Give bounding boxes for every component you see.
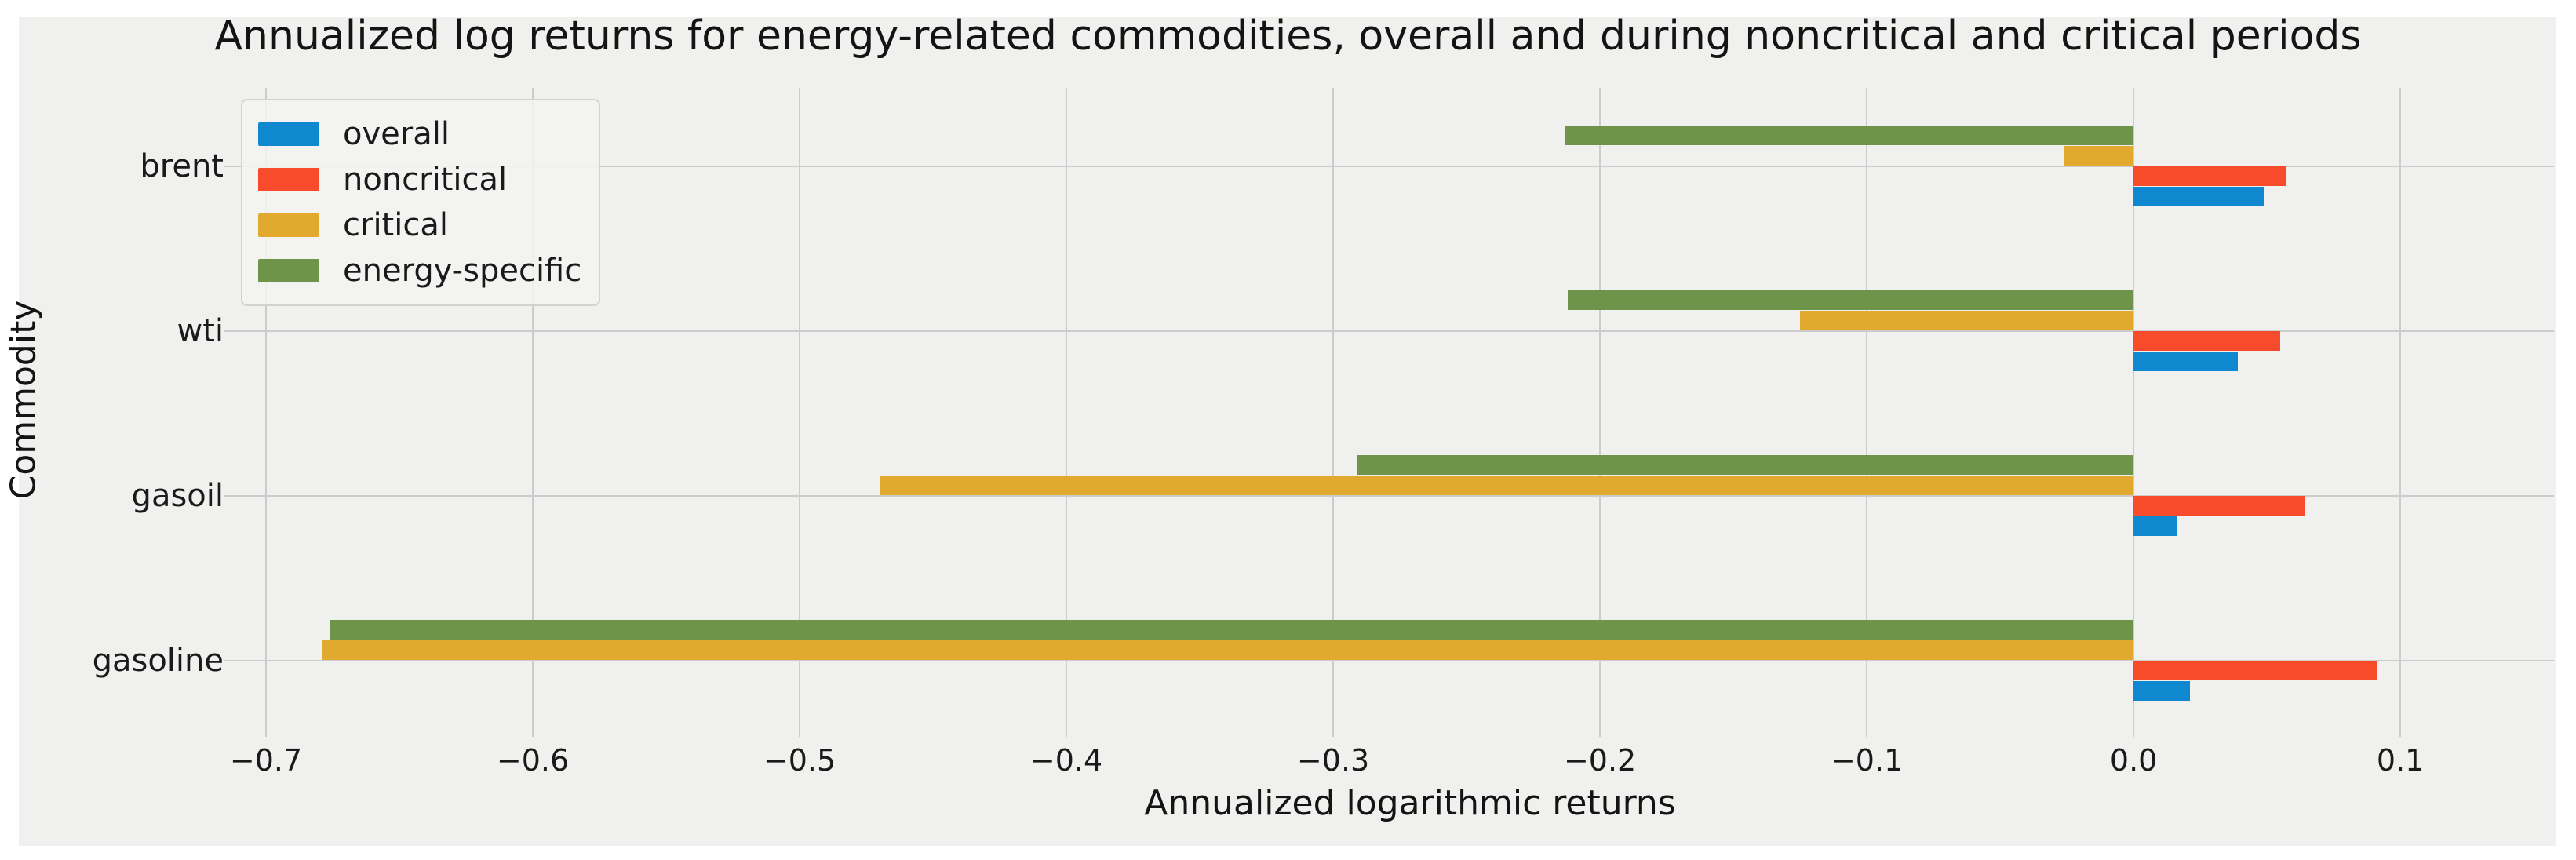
y-gridline xyxy=(224,330,2554,332)
bar-critical-gasoline xyxy=(322,640,2134,660)
y-axis-label: Commodity xyxy=(3,300,44,500)
legend-box: overall noncritical critical energy-specifi… xyxy=(241,99,600,306)
y-gridline xyxy=(224,660,2554,661)
bar-energy-specific-wti xyxy=(1568,290,2134,310)
legend-item-critical: critical xyxy=(258,202,583,248)
x-tick-label: −0.1 xyxy=(1830,743,1904,778)
x-gridline xyxy=(1066,88,1068,737)
x-gridline xyxy=(2133,88,2135,737)
x-gridline xyxy=(1866,88,1868,737)
x-gridline xyxy=(799,88,801,737)
legend-label: energy-specific xyxy=(343,253,582,289)
bar-energy-specific-brent xyxy=(1565,126,2134,145)
y-tick-label: wti xyxy=(177,313,224,349)
bar-critical-brent xyxy=(2064,146,2134,166)
bar-energy-specific-gasoline xyxy=(330,620,2134,640)
x-gridline xyxy=(532,88,534,737)
legend-label: critical xyxy=(343,207,448,243)
x-tick-label: −0.3 xyxy=(1296,743,1370,778)
x-tick-label: −0.4 xyxy=(1029,743,1103,778)
bar-critical-gasoil xyxy=(880,476,2134,495)
x-tick-label: 0.0 xyxy=(2109,743,2158,778)
y-gridline xyxy=(224,166,2554,167)
legend-item-energy-specific: energy-specific xyxy=(258,248,583,293)
y-gridline xyxy=(224,495,2554,497)
bar-overall-brent xyxy=(2133,187,2264,206)
legend-label: noncritical xyxy=(343,162,508,198)
x-axis-label: Annualized logarithmic returns xyxy=(1144,783,1676,823)
bar-overall-wti xyxy=(2133,352,2238,371)
legend-swatch-overall xyxy=(258,122,319,146)
bar-noncritical-gasoil xyxy=(2133,496,2305,516)
x-tick-label: −0.7 xyxy=(229,743,303,778)
bar-overall-gasoline xyxy=(2133,681,2190,701)
x-tick-label: 0.1 xyxy=(2376,743,2425,778)
bar-noncritical-wti xyxy=(2133,331,2281,351)
bar-noncritical-gasoline xyxy=(2133,661,2377,680)
bar-overall-gasoil xyxy=(2133,516,2177,536)
chart-title: Annualized log returns for energy-relate… xyxy=(214,13,2362,60)
legend-item-overall: overall xyxy=(258,111,583,157)
bar-critical-wti xyxy=(1800,311,2134,330)
x-tick-label: −0.2 xyxy=(1563,743,1637,778)
legend-swatch-energy-specific xyxy=(258,259,319,282)
legend-label: overall xyxy=(343,116,450,152)
x-gridline xyxy=(2399,88,2402,737)
x-tick-label: −0.5 xyxy=(763,743,836,778)
legend-swatch-noncritical xyxy=(258,168,319,191)
x-tick-label: −0.6 xyxy=(496,743,570,778)
plot-area: −0.7 −0.6 −0.5 −0.4 −0.3 −0.2 −0.1 0.0 0.1 brent w… xyxy=(93,88,2554,778)
y-tick-label: gasoil xyxy=(131,478,224,514)
bar-noncritical-brent xyxy=(2133,166,2286,186)
x-gridline xyxy=(265,88,267,737)
legend-swatch-critical xyxy=(258,213,319,237)
legend-item-noncritical: noncritical xyxy=(258,157,583,202)
y-tick-label: brent xyxy=(140,148,224,184)
bar-energy-specific-gasoil xyxy=(1357,455,2134,475)
x-gridline xyxy=(1332,88,1335,737)
x-gridline xyxy=(1599,88,1601,737)
y-tick-label: gasoline xyxy=(92,643,224,679)
